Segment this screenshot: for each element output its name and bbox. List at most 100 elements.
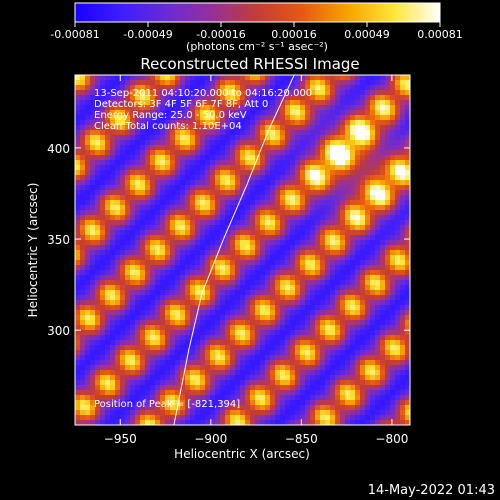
heatmap-cell <box>245 165 251 171</box>
heatmap-cell <box>185 185 191 191</box>
heatmap-cell <box>235 220 241 226</box>
heatmap-cell <box>335 165 341 171</box>
heatmap-cell <box>75 325 81 331</box>
heatmap-cell <box>385 135 391 141</box>
heatmap-cell <box>130 295 136 301</box>
heatmap-cell <box>100 195 106 201</box>
heatmap-cell <box>90 415 96 421</box>
heatmap-cell <box>315 285 321 291</box>
heatmap-cell <box>245 370 251 376</box>
heatmap-cell <box>85 405 91 411</box>
heatmap-cell <box>400 410 406 416</box>
heatmap-cell <box>175 240 181 246</box>
heatmap-cell <box>305 275 311 281</box>
heatmap-cell <box>275 160 281 166</box>
heatmap-cell <box>360 95 366 101</box>
heatmap-cell <box>210 250 216 256</box>
heatmap-cell <box>285 115 291 121</box>
heatmap-cell <box>125 335 131 341</box>
heatmap-cell <box>165 335 171 341</box>
heatmap-cell <box>170 320 176 326</box>
heatmap-cell <box>95 225 101 231</box>
heatmap-cell <box>100 420 106 425</box>
heatmap-cell <box>345 190 351 196</box>
heatmap-cell <box>390 350 396 356</box>
heatmap-cell <box>285 300 291 306</box>
heatmap-cell <box>265 80 271 86</box>
heatmap-cell <box>140 270 146 276</box>
heatmap-cell <box>240 135 246 141</box>
heatmap-cell <box>300 125 306 131</box>
heatmap-cell <box>295 365 301 371</box>
heatmap-cell <box>345 140 351 146</box>
heatmap-cell <box>170 90 176 96</box>
heatmap-cell <box>255 260 261 266</box>
heatmap-cell <box>335 200 341 206</box>
heatmap-cell <box>335 120 341 126</box>
heatmap-cell <box>105 75 111 81</box>
heatmap-cell <box>380 145 386 151</box>
heatmap-cell <box>120 345 126 351</box>
heatmap-cell <box>140 100 146 106</box>
heatmap-cell <box>95 125 101 131</box>
heatmap-cell <box>180 215 186 221</box>
heatmap-cell <box>290 205 296 211</box>
heatmap-cell <box>255 360 261 366</box>
heatmap-cell <box>280 75 286 81</box>
heatmap-cell <box>265 165 271 171</box>
heatmap-cell <box>195 185 201 191</box>
heatmap-cell <box>205 350 211 356</box>
heatmap-cell <box>95 80 101 86</box>
heatmap-cell <box>400 280 406 286</box>
heatmap-cell <box>105 200 111 206</box>
heatmap-cell <box>125 225 131 231</box>
heatmap-cell <box>100 345 106 351</box>
heatmap-cell <box>250 245 256 251</box>
heatmap-cell <box>115 410 121 416</box>
heatmap-cell <box>330 330 336 336</box>
heatmap-cell <box>220 95 226 101</box>
heatmap-cell <box>80 275 86 281</box>
heatmap-cell <box>285 325 291 331</box>
heatmap-cell <box>380 260 386 266</box>
heatmap-cell <box>205 155 211 161</box>
heatmap-cell <box>255 85 261 91</box>
heatmap-cell <box>110 390 116 396</box>
heatmap-cell <box>225 80 231 86</box>
heatmap-cell <box>350 370 356 376</box>
heatmap-cell <box>390 90 396 96</box>
heatmap-cell <box>195 140 201 146</box>
heatmap-cell <box>295 215 301 221</box>
heatmap-cell <box>395 125 401 131</box>
colorbar-tick-label: 0.00016 <box>271 28 317 41</box>
heatmap-cell <box>305 295 311 301</box>
heatmap-cell <box>225 195 231 201</box>
heatmap-cell <box>360 220 366 226</box>
heatmap-cell <box>385 405 391 411</box>
heatmap-cell <box>385 190 391 196</box>
heatmap-cell <box>295 160 301 166</box>
heatmap-cell <box>165 140 171 146</box>
heatmap-cell <box>175 355 181 361</box>
heatmap-cell <box>190 280 196 286</box>
heatmap-cell <box>80 210 86 216</box>
heatmap-cell <box>90 85 96 91</box>
heatmap-cell <box>210 325 216 331</box>
heatmap-cell <box>220 340 226 346</box>
heatmap-cell <box>300 155 306 161</box>
heatmap-cell <box>75 190 81 196</box>
heatmap-cell <box>385 195 391 201</box>
heatmap-cell <box>260 75 266 81</box>
heatmap-cell <box>135 310 141 316</box>
heatmap-cell <box>340 225 346 231</box>
heatmap-cell <box>220 295 226 301</box>
heatmap-cell <box>255 145 261 151</box>
heatmap-cell <box>380 110 386 116</box>
heatmap-cell <box>300 400 306 406</box>
heatmap-cell <box>300 420 306 425</box>
heatmap-cell <box>305 155 311 161</box>
heatmap-cell <box>275 340 281 346</box>
heatmap-cell <box>255 210 261 216</box>
heatmap-cell <box>380 170 386 176</box>
heatmap-cell <box>240 225 246 231</box>
